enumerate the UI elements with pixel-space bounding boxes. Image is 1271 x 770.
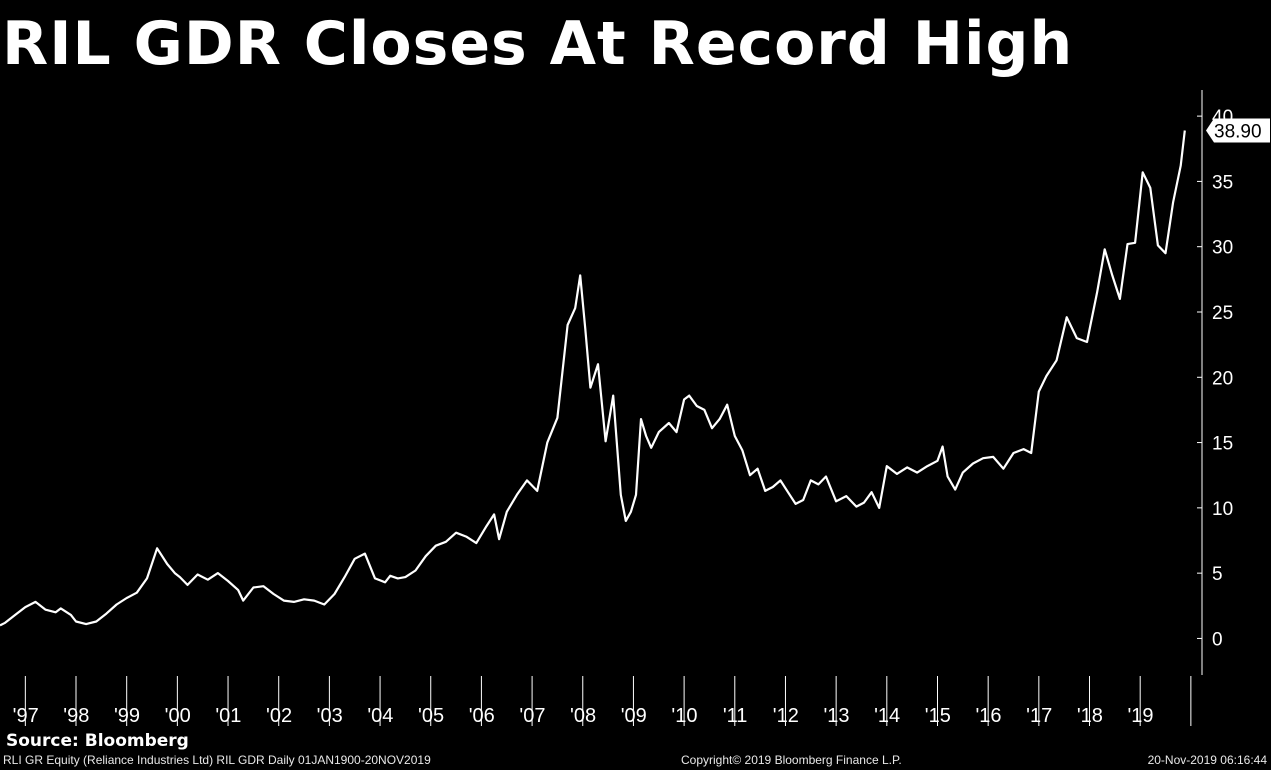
footer-copyright: Copyright© 2019 Bloomberg Finance L.P. [681, 753, 902, 767]
x-axis-tick-label: '16 [975, 705, 1001, 727]
y-axis-tick-label: 5 [1212, 564, 1223, 585]
source-label: Source: Bloomberg [6, 731, 189, 751]
x-axis-tick-label: '06 [469, 705, 495, 727]
y-axis-tick-label: 20 [1212, 368, 1233, 389]
x-axis-tick-label: '14 [874, 705, 900, 727]
footer-timestamp: 20-Nov-2019 06:16:44 [1147, 753, 1267, 767]
series-line [0, 130, 1186, 627]
x-axis-tick-label: '99 [114, 705, 140, 727]
last-value-label: 38.90 [1214, 121, 1262, 142]
x-axis-tick-label: '01 [215, 705, 241, 727]
line-chart: '97 '98 '99 '00 '01 '02 '03 '04 '05 '06 '07 '08 '09 '… [0, 90, 1270, 727]
x-axis-tick-label: '07 [519, 705, 545, 727]
y-axis-tick-label: 15 [1212, 434, 1233, 455]
last-value-callout-box [1206, 118, 1270, 143]
y-axis-tick-label: 35 [1212, 172, 1233, 193]
last-value-callout: 38.90 [1206, 118, 1270, 143]
x-axis-tick-label: '12 [773, 705, 799, 727]
x-axis-tick-label: '19 [1127, 705, 1153, 727]
x-axis-tick-label: '03 [317, 705, 343, 727]
x-axis-tick-label: '09 [621, 705, 647, 727]
y-axis-tick-label: 0 [1212, 629, 1223, 650]
x-axis-tick-label: '15 [925, 705, 951, 727]
x-axis-tick-label: '18 [1077, 705, 1103, 727]
x-axis-tick-label: '98 [63, 705, 89, 727]
x-axis-tick-label: '97 [13, 705, 39, 727]
chart-title: RIL GDR Closes At Record High [2, 9, 1074, 79]
x-axis-tick-label: '00 [165, 705, 191, 727]
x-axis-tick-label: '02 [266, 705, 292, 727]
x-axis-tick-label: '13 [823, 705, 849, 727]
y-axis-tick-label: 30 [1212, 238, 1233, 259]
x-axis-tick-labels: '97 '98 '99 '00 '01 '02 '03 '04 '05 '06 '07 '08 '09 '… [13, 705, 1154, 727]
footer-security-description: RLI GR Equity (Reliance Industries Ltd) … [3, 753, 431, 767]
x-axis-tick-label: '17 [1026, 705, 1052, 727]
x-axis-tick-label: '05 [418, 705, 444, 727]
y-axis-tick-label: 25 [1212, 303, 1233, 324]
x-axis-tick-label: '04 [367, 705, 393, 727]
y-axis-tick-label: 10 [1212, 499, 1233, 520]
x-axis-tick-label: '11 [723, 705, 748, 727]
x-axis-tick-label: '08 [570, 705, 596, 727]
x-axis-ticks [24, 676, 1192, 726]
x-axis-tick-label: '10 [671, 705, 697, 727]
